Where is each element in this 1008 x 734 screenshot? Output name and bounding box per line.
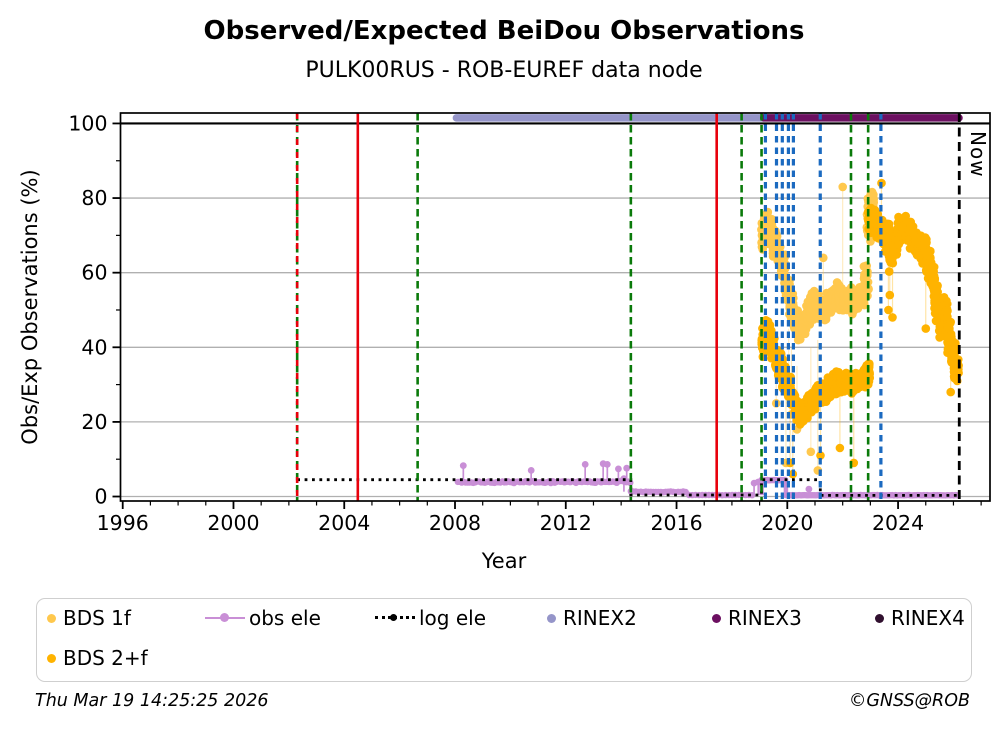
axis-ticks: 1996 2000 2004 2008 2012 2016 2020 2024 0 20 40 60 8… <box>68 111 982 535</box>
svg-text:100: 100 <box>68 111 107 135</box>
svg-text:2004: 2004 <box>318 511 370 535</box>
chart-canvas: 1996 2000 2004 2008 2012 2016 2020 2024 0 20 40 60 8… <box>68 111 991 535</box>
svg-text:1996: 1996 <box>97 511 149 535</box>
legend-item-rinex4: RINEX4 <box>875 606 965 630</box>
log-ele-marker-icon <box>375 612 415 624</box>
obs-ele-marker-icon <box>205 612 245 624</box>
legend-item-obs-ele: obs ele <box>205 606 321 630</box>
legend-label-obs-ele: obs ele <box>249 606 321 630</box>
svg-text:2000: 2000 <box>207 511 259 535</box>
svg-text:40: 40 <box>81 335 107 359</box>
svg-text:2024: 2024 <box>872 511 924 535</box>
series-obs-ele <box>454 460 961 499</box>
rinex4-marker-icon <box>875 613 884 623</box>
chart-subtitle: PULK00RUS - ROB-EUREF data node <box>305 58 703 83</box>
event-lines <box>295 113 883 501</box>
bds-2f-marker-icon <box>47 653 56 663</box>
legend-label-rinex4: RINEX4 <box>891 606 965 630</box>
x-axis-label: Year <box>481 549 527 573</box>
legend <box>36 598 972 682</box>
svg-text:0: 0 <box>94 485 107 509</box>
svg-text:2008: 2008 <box>429 511 481 535</box>
svg-text:60: 60 <box>81 261 107 285</box>
now-line-label: Now <box>966 131 990 178</box>
legend-item-log-ele: log ele <box>375 606 486 630</box>
svg-text:20: 20 <box>81 410 107 434</box>
series-bds-2-f <box>757 178 963 479</box>
rinex3-marker-icon <box>712 613 721 623</box>
svg-text:2016: 2016 <box>650 511 702 535</box>
plot-border <box>119 112 991 502</box>
rinex2-marker-icon <box>547 613 556 623</box>
legend-label-bds-2f: BDS 2+f <box>63 646 148 670</box>
series-bds-1f <box>757 182 878 475</box>
legend-label-log-ele: log ele <box>419 606 487 630</box>
legend-label-bds-1f: BDS 1f <box>63 606 131 630</box>
chart-title: Observed/Expected BeiDou Observations <box>203 16 805 46</box>
svg-text:80: 80 <box>81 186 107 210</box>
svg-text:2020: 2020 <box>761 511 813 535</box>
copyright-notice: ©GNSS@ROB <box>848 691 970 711</box>
plot-timestamp: Thu Mar 19 14:25:25 2026 <box>35 691 269 711</box>
bds-1f-marker-icon <box>47 613 56 623</box>
legend-item-bds-1f: BDS 1f <box>47 606 131 630</box>
legend-item-bds-2f: BDS 2+f <box>47 646 148 670</box>
legend-label-rinex2: RINEX2 <box>563 606 637 630</box>
legend-item-rinex2: RINEX2 <box>547 606 637 630</box>
legend-label-rinex3: RINEX3 <box>728 606 802 630</box>
svg-text:2012: 2012 <box>540 511 592 535</box>
legend-item-rinex3: RINEX3 <box>712 606 802 630</box>
y-axis-label: Obs/Exp Observations (%) <box>18 169 42 445</box>
